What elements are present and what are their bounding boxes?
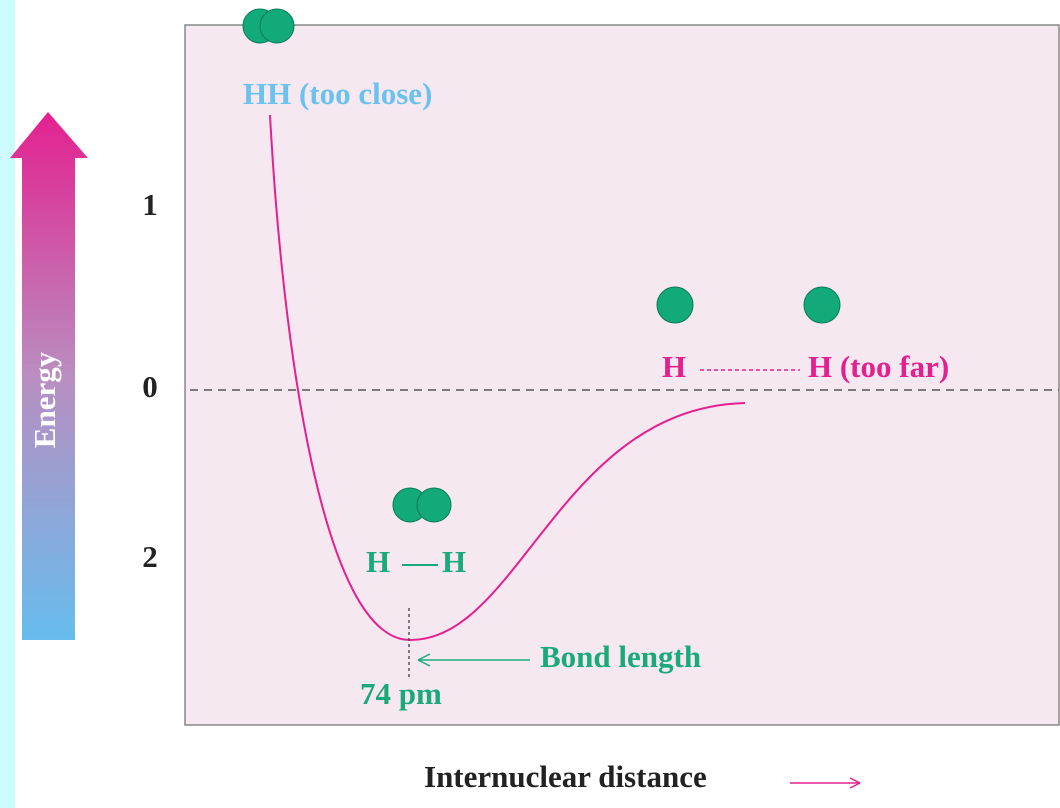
atom — [657, 287, 693, 323]
axis-x-label: Internuclear distance — [424, 759, 707, 794]
atom — [417, 488, 451, 522]
label: H — [662, 349, 686, 384]
label: H — [366, 544, 390, 579]
label: H — [442, 544, 466, 579]
atom — [260, 9, 294, 43]
axis-y-label: Energy — [27, 351, 62, 448]
label: Bond length — [540, 639, 701, 674]
label: H (too far) — [808, 349, 949, 384]
label: 74 pm — [360, 676, 442, 711]
diagram: Energy HH (too close) 1 0 2 H H (too far… — [0, 0, 1060, 808]
label: HH (too close) — [243, 76, 432, 111]
atom — [804, 287, 840, 323]
energy-tick: 0 — [142, 369, 158, 404]
energy-tick: 2 — [142, 539, 158, 574]
side-strip — [0, 0, 15, 808]
energy-tick: 1 — [142, 187, 158, 222]
